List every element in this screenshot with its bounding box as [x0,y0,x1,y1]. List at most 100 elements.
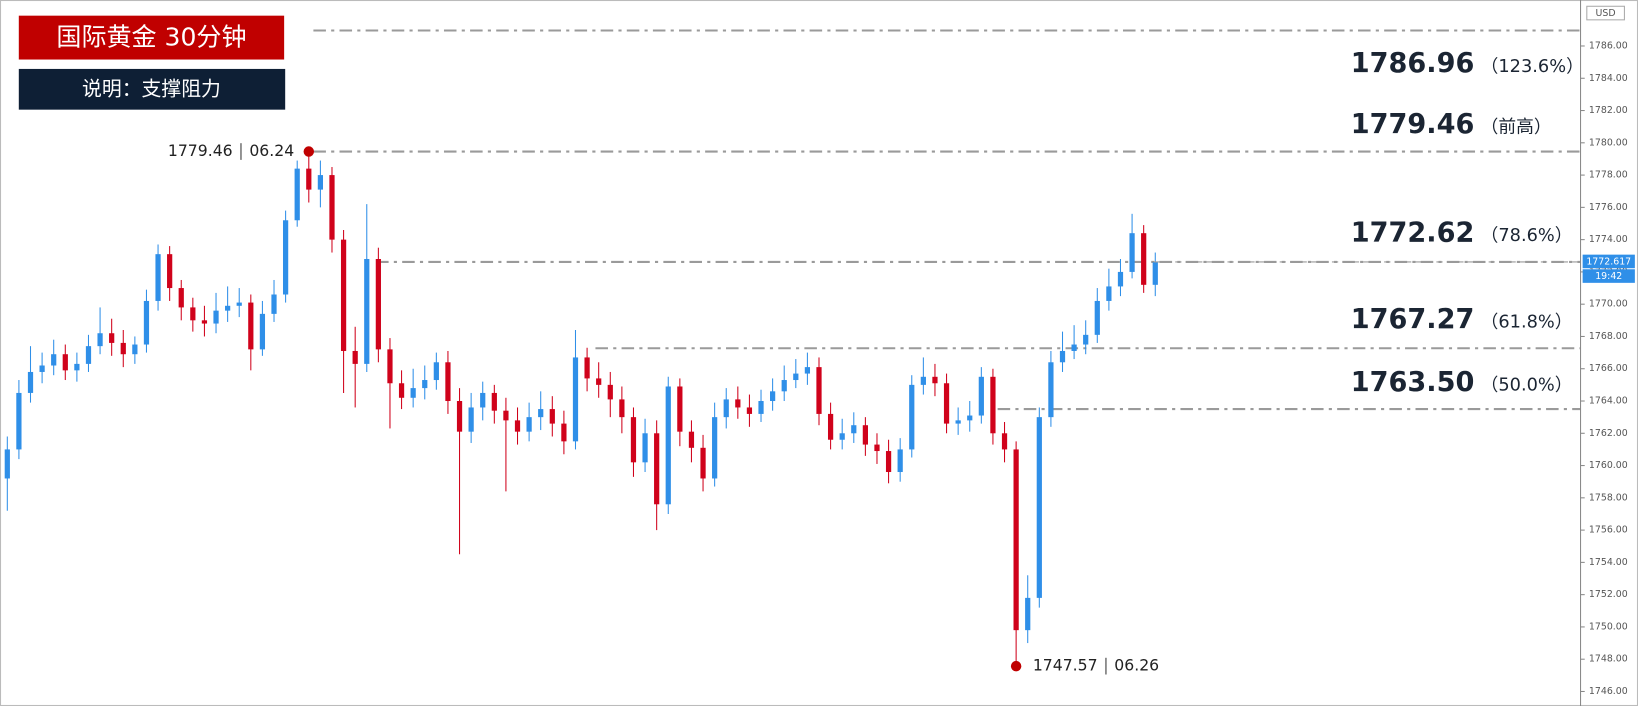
candle-body [770,391,776,402]
candle-body [433,362,439,381]
candle-body [1083,334,1089,345]
candle-body [364,259,370,364]
level-value: 1763.50 [1351,367,1475,398]
candle-body [178,288,184,308]
candle-body [51,354,57,366]
candle-body [62,354,68,371]
candle-body [271,294,277,314]
level-value: 1786.96 [1351,48,1475,79]
candle-body [1129,233,1135,272]
y-tick-label: 1746.00 [1589,686,1628,697]
candle-body [978,376,984,416]
candle-body [387,349,393,384]
candle-body [201,320,208,324]
candle-body [862,425,868,445]
y-tick-label: 1754.00 [1589,557,1628,568]
candle-body [804,367,811,374]
candle-body [1059,350,1066,363]
candle-body [712,417,718,479]
unit-box [1586,5,1625,21]
plot-area [4,29,1581,667]
candle-body [607,384,613,400]
candle-body [827,413,834,440]
candle-body [572,357,579,442]
y-tick-label: 1756.00 [1589,525,1628,536]
candle-body [1048,362,1054,418]
candle-body [155,254,161,301]
candle-body [839,433,845,440]
y-tick-label: 1770.00 [1589,299,1628,310]
candle-body [549,409,555,424]
candle-body [642,433,648,463]
subtitle-box [18,68,286,110]
y-tick-label: 1760.00 [1589,460,1628,471]
candle-body [422,380,428,389]
y-tick-label: 1748.00 [1589,654,1628,665]
level-note: （78.6%） [1481,226,1573,246]
candle-body [410,388,416,398]
candle-body [909,384,915,450]
level-value: 1772.62 [1351,217,1475,248]
candle-body [491,392,497,411]
candle-body [445,362,451,402]
candle-body [584,357,590,379]
candle-body [398,383,405,398]
chart-subtitle: 说明：支撑阻力 [82,77,221,100]
candle-body [306,168,312,190]
extreme-dot [303,146,315,157]
annotation-date: 06.24 [249,141,294,160]
candle-body [74,363,80,371]
candle-body [236,302,242,306]
candle-body [4,449,10,479]
y-tick-label: 1784.00 [1589,73,1628,84]
current-price-label: 1772.617 [1586,256,1631,267]
y-tick-label: 1786.00 [1589,40,1628,51]
candle-body [317,175,324,190]
level-value: 1779.46 [1351,109,1475,140]
candle-body [619,399,625,418]
y-tick-label: 1780.00 [1589,137,1628,148]
candle-body [109,333,115,343]
candle-body [955,420,961,424]
candle-body [132,344,138,355]
candle-body [1025,597,1031,631]
annotation-value: 1779.46 [168,141,233,160]
axis-unit: USD [1596,8,1616,19]
candle-body [746,407,753,414]
y-tick-label: 1752.00 [1589,589,1628,600]
candle-body [897,449,903,473]
candle-body [538,409,544,418]
candle-body [654,433,660,505]
extreme-dot [1010,660,1022,672]
candle-body [27,371,34,393]
y-tick-label: 1766.00 [1589,363,1628,374]
candle-body [1001,433,1008,450]
candle-body [514,420,521,432]
candle-body [39,365,45,372]
current-price-box [1582,254,1635,269]
candle-body [990,376,996,434]
level-note: （123.6%） [1481,57,1584,77]
chart-title: 国际黄金 30分钟 [56,23,246,52]
y-tick-label: 1782.00 [1589,105,1628,116]
candle-body [793,373,799,381]
candle-body [1152,262,1158,285]
candle-body [943,383,950,424]
y-tick-label: 1764.00 [1589,396,1628,407]
candle-body [816,367,822,414]
candle-body [97,333,103,347]
candle-body [225,305,231,311]
candle-body [352,350,358,364]
candle-body [1117,271,1124,287]
candle-body [259,313,266,350]
y-tick-label: 1762.00 [1589,428,1628,439]
candle-body [920,376,926,385]
candle-body [677,386,683,432]
candle-body [665,386,671,505]
candle-body [167,254,173,289]
y-tick-label: 1758.00 [1589,492,1628,503]
candle-body [874,444,880,452]
annotation-value: 1747.57 [1033,656,1098,675]
